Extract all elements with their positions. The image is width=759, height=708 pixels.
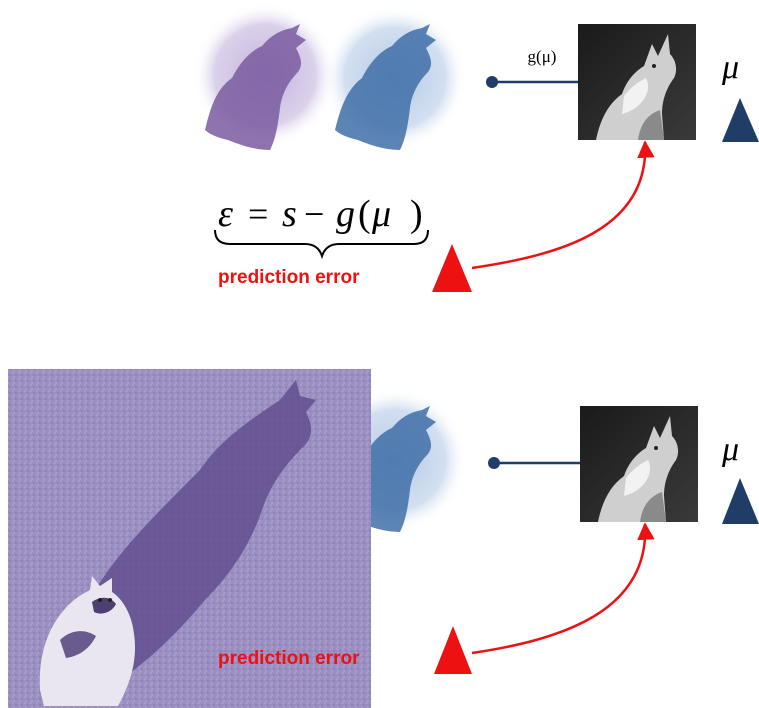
mu-symbol: μ	[721, 49, 739, 86]
mu-symbol: μ	[721, 431, 739, 468]
svg-text:g: g	[336, 193, 355, 235]
connector-node	[486, 76, 498, 88]
wolf-photo-icon	[580, 406, 698, 522]
purple-shadow-blob	[193, 3, 337, 150]
top-panel: g(μ) μ ε = s − g	[193, 3, 759, 292]
eq-s: s	[282, 193, 297, 235]
triangle-icon	[434, 626, 472, 674]
triangle-icon	[722, 478, 759, 524]
prediction-error-label: prediction error	[218, 648, 360, 669]
svg-text:s: s	[282, 193, 297, 235]
svg-text:(: (	[358, 193, 371, 235]
eq-minus: −	[304, 194, 324, 234]
prediction-error-equation: ε = s − g ( μ )	[214, 193, 429, 260]
wolf-shadow-icon	[205, 24, 306, 150]
svg-text:): )	[410, 193, 423, 235]
triangle-icon	[432, 244, 472, 292]
svg-text:=: =	[248, 194, 268, 234]
eq-equals: =	[248, 194, 268, 234]
eq-epsilon: ε	[218, 193, 233, 235]
eq-lparen: (	[358, 193, 371, 235]
svg-text:ε: ε	[218, 193, 233, 235]
svg-text:μ: μ	[371, 193, 391, 235]
eq-g: g	[336, 193, 355, 235]
underbrace	[214, 229, 429, 260]
wolf-shadow-icon	[90, 380, 316, 680]
eq-rparen: )	[410, 193, 423, 235]
blue-shadow-blob	[323, 6, 467, 150]
prediction-error-label: prediction error	[218, 267, 360, 288]
connector-node	[488, 457, 500, 469]
cat-photo-icon	[8, 369, 371, 708]
prediction-label: g(μ)	[528, 47, 557, 66]
arrow-icon	[471, 522, 655, 655]
svg-text:−: −	[304, 194, 324, 234]
eq-mu: μ	[371, 193, 391, 235]
wolf-photo-icon	[578, 24, 696, 140]
wolf-shadow-icon	[335, 24, 436, 150]
triangle-icon	[722, 98, 759, 142]
bottom-panel: μ prediction error	[8, 369, 759, 708]
arrow-icon	[471, 140, 655, 270]
